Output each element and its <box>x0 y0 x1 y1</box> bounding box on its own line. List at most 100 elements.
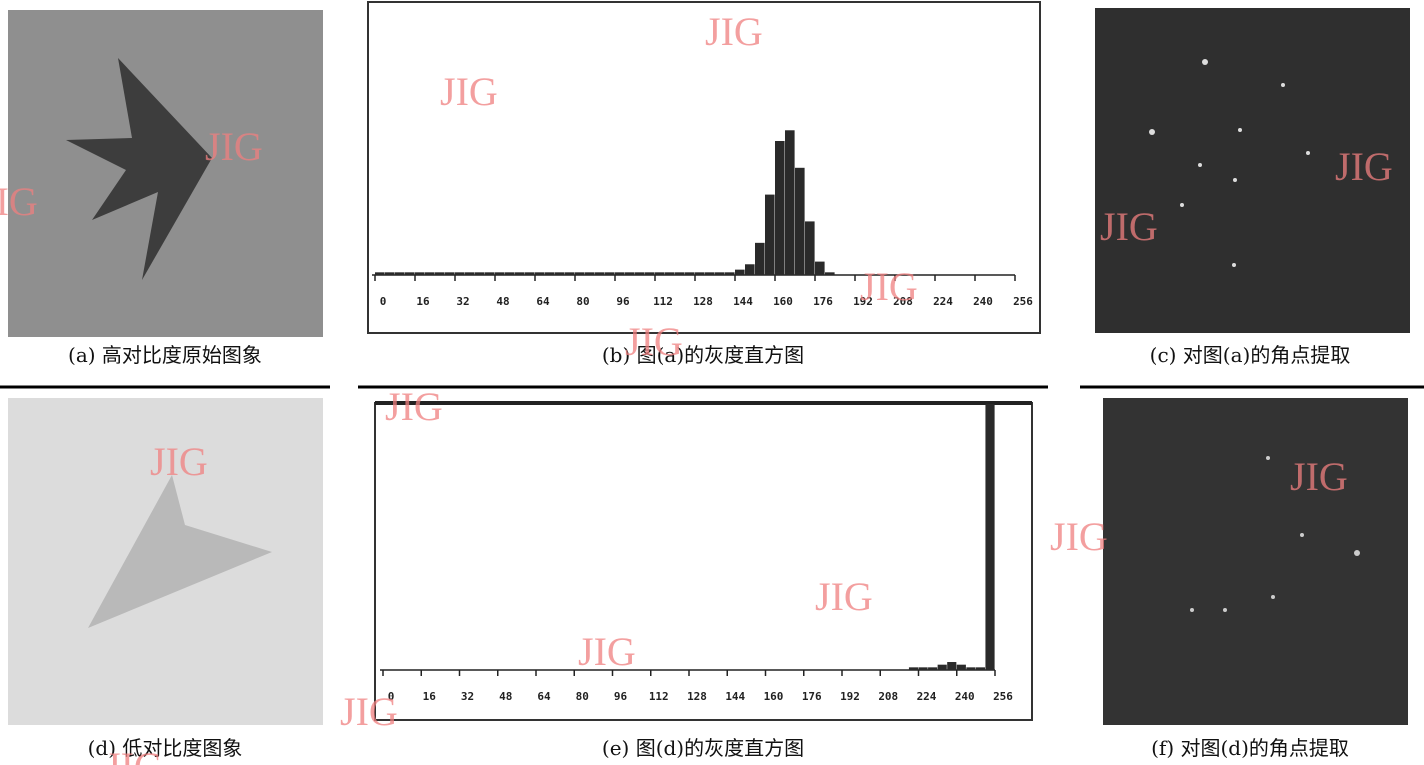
bar <box>555 272 565 275</box>
bar <box>565 272 575 275</box>
watermark: JIG <box>705 9 763 54</box>
bar <box>938 665 947 670</box>
bar <box>735 270 745 275</box>
x-tick-label: 32 <box>456 295 469 308</box>
watermark: JIG <box>340 689 398 734</box>
bar <box>625 272 635 275</box>
x-tick-label: 16 <box>423 690 437 703</box>
bar <box>455 272 465 275</box>
caption: (f) 对图(d)的角点提取 <box>1151 736 1349 760</box>
bar <box>615 272 625 275</box>
watermark: JIG <box>860 264 918 309</box>
bar <box>395 272 405 275</box>
bar <box>745 264 755 275</box>
x-tick-label: 16 <box>416 295 430 308</box>
bar <box>605 272 615 275</box>
x-tick-label: 176 <box>802 690 822 703</box>
bar <box>575 272 585 275</box>
x-tick-label: 160 <box>773 295 793 308</box>
x-tick-label: 224 <box>933 295 953 308</box>
bar <box>375 272 385 275</box>
image-f <box>1103 398 1408 725</box>
bar <box>595 272 605 275</box>
bar <box>525 272 535 275</box>
x-tick-label: 256 <box>1013 295 1033 308</box>
x-tick-label: 128 <box>687 690 707 703</box>
bar <box>475 272 485 275</box>
x-tick-label: 96 <box>616 295 630 308</box>
x-tick-label: 192 <box>840 690 860 703</box>
x-tick-label: 32 <box>461 690 474 703</box>
watermark: JIG <box>1050 514 1108 559</box>
x-tick-label: 208 <box>878 690 898 703</box>
histogram-frame <box>368 2 1040 333</box>
bar <box>785 130 795 275</box>
bar <box>585 272 595 275</box>
bar <box>947 662 956 670</box>
x-tick-label: 144 <box>733 295 753 308</box>
watermark: JIG <box>815 574 873 619</box>
bar <box>385 272 395 275</box>
bar <box>515 272 525 275</box>
x-tick-label: 240 <box>955 690 975 703</box>
watermark: JIG <box>105 744 163 765</box>
bar <box>966 667 975 670</box>
caption: (c) 对图(a)的角点提取 <box>1150 343 1351 367</box>
bar <box>675 272 685 275</box>
watermark: JIG <box>1100 204 1158 249</box>
watermark: JIG <box>1290 454 1348 499</box>
bar <box>635 272 645 275</box>
bar <box>545 272 555 275</box>
watermark: JIG <box>625 319 683 364</box>
bar <box>645 272 655 275</box>
x-tick-label: 112 <box>653 295 673 308</box>
bar <box>725 272 735 275</box>
watermark: JIG <box>205 124 263 169</box>
x-tick-label: 48 <box>499 690 512 703</box>
watermark: JIG <box>385 384 443 429</box>
x-tick-label: 128 <box>693 295 713 308</box>
x-tick-label: 144 <box>725 690 745 703</box>
histogram-frame <box>375 403 1032 720</box>
bar <box>505 272 515 275</box>
bar <box>415 272 425 275</box>
x-tick-label: 80 <box>576 295 589 308</box>
bar <box>715 272 725 275</box>
bar <box>957 665 966 670</box>
x-tick-label: 256 <box>993 690 1013 703</box>
x-tick-label: 112 <box>649 690 669 703</box>
bar <box>435 272 445 275</box>
bar <box>985 404 994 670</box>
bar <box>795 168 805 275</box>
bar <box>485 272 495 275</box>
watermark: JIG <box>1335 144 1393 189</box>
watermark: JIG <box>440 69 498 114</box>
bar <box>775 141 785 275</box>
watermark: JIG <box>578 629 636 674</box>
x-tick-label: 0 <box>380 295 387 308</box>
bar <box>815 262 825 275</box>
caption: (a) 高对比度原始图象 <box>68 343 262 367</box>
bar <box>405 272 415 275</box>
bar <box>755 243 765 275</box>
x-tick-label: 224 <box>917 690 937 703</box>
figure: (a) 高对比度原始图象 (b) 图(a)的灰度直方图 (c) 对图(a)的角点… <box>0 0 1424 765</box>
bar <box>495 272 505 275</box>
bar <box>695 272 705 275</box>
bar <box>765 195 775 275</box>
bar <box>805 221 815 275</box>
bar <box>928 667 937 670</box>
x-tick-label: 160 <box>764 690 784 703</box>
bar <box>465 272 475 275</box>
x-tick-label: 64 <box>537 690 551 703</box>
x-tick-label: 64 <box>536 295 550 308</box>
bar <box>445 272 455 275</box>
bar <box>535 272 545 275</box>
bar <box>825 272 835 275</box>
watermark: JIG <box>0 179 38 224</box>
x-tick-label: 240 <box>973 295 993 308</box>
bar <box>665 272 675 275</box>
bar <box>655 272 665 275</box>
bar <box>425 272 435 275</box>
bar <box>685 272 695 275</box>
